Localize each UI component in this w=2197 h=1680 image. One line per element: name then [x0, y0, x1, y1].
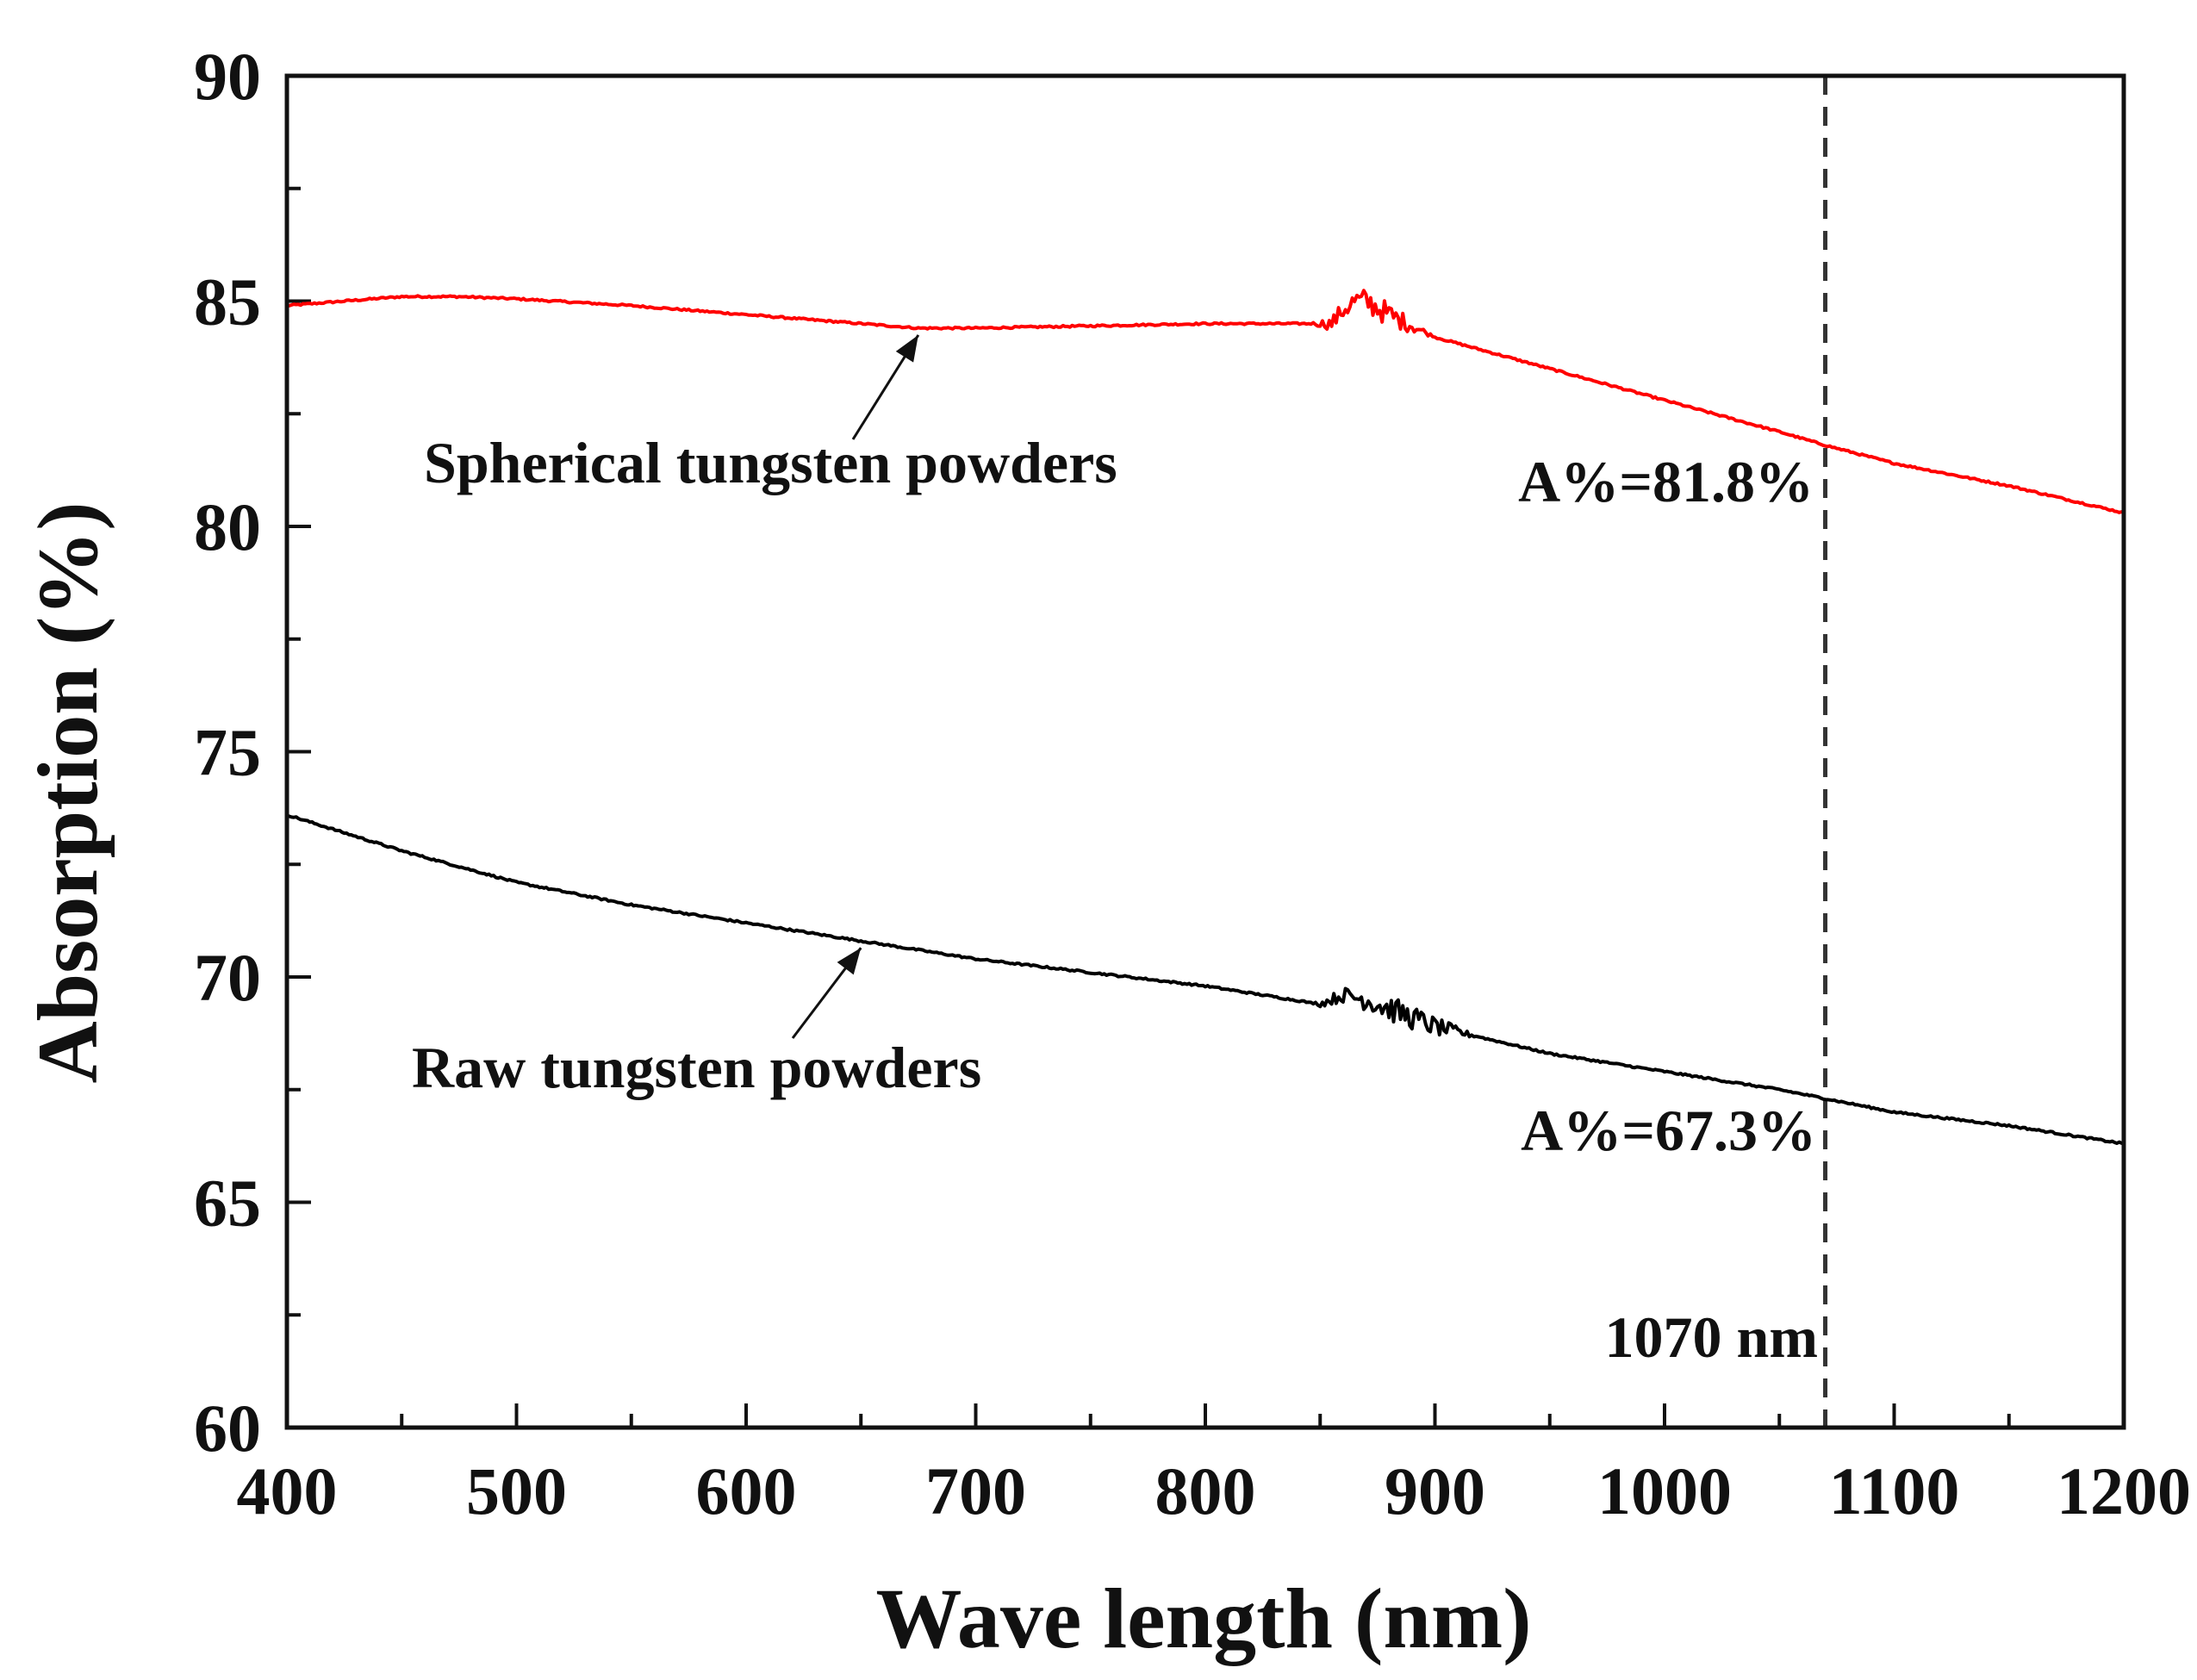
series-raw-line — [286, 813, 2125, 1146]
y-tick-label: 90 — [194, 39, 261, 114]
y-tick-label: 75 — [194, 715, 261, 790]
annotation-raw-label: Raw tungsten powders — [412, 1035, 981, 1100]
y-tick-label: 80 — [194, 489, 261, 564]
x-tick-label: 700 — [925, 1453, 1026, 1528]
x-tick-label: 900 — [1385, 1453, 1485, 1528]
x-tick-label: 600 — [696, 1453, 797, 1528]
y-tick-label: 70 — [194, 940, 261, 1015]
x-tick-label: 1200 — [2057, 1453, 2191, 1528]
y-axis-tick-labels: 60 65 70 75 80 85 90 — [194, 39, 261, 1465]
x-tick-label: 800 — [1155, 1453, 1256, 1528]
y-tick-label: 65 — [194, 1166, 261, 1241]
annotation-spherical-arrowhead — [895, 334, 918, 363]
x-axis-tick-labels: 400 500 600 700 800 900 1000 1100 1200 — [237, 1453, 2192, 1528]
annotation-raw-value: A%=67.3% — [1521, 1098, 1816, 1163]
series-spherical-line — [286, 289, 2125, 514]
y-axis-title: Absorption (%) — [20, 501, 115, 1083]
reference-line-label: 1070 nm — [1605, 1304, 1818, 1370]
annotation-raw-arrowhead — [837, 948, 862, 975]
series-lines — [286, 289, 2125, 1146]
x-tick-label: 500 — [466, 1453, 567, 1528]
annotation-spherical-label: Spherical tungsten powders — [424, 430, 1117, 495]
plot-frame — [284, 73, 2126, 1430]
x-axis-title: Wave length (nm) — [875, 1571, 1531, 1666]
x-axis-ticks — [285, 1403, 2125, 1428]
y-tick-label: 60 — [194, 1391, 261, 1465]
x-tick-label: 400 — [237, 1453, 338, 1528]
x-tick-label: 1100 — [1829, 1453, 1960, 1528]
annotation-spherical-value: A%=81.8% — [1518, 449, 1814, 514]
x-tick-label: 1000 — [1597, 1453, 1732, 1528]
y-tick-label: 85 — [194, 264, 261, 339]
